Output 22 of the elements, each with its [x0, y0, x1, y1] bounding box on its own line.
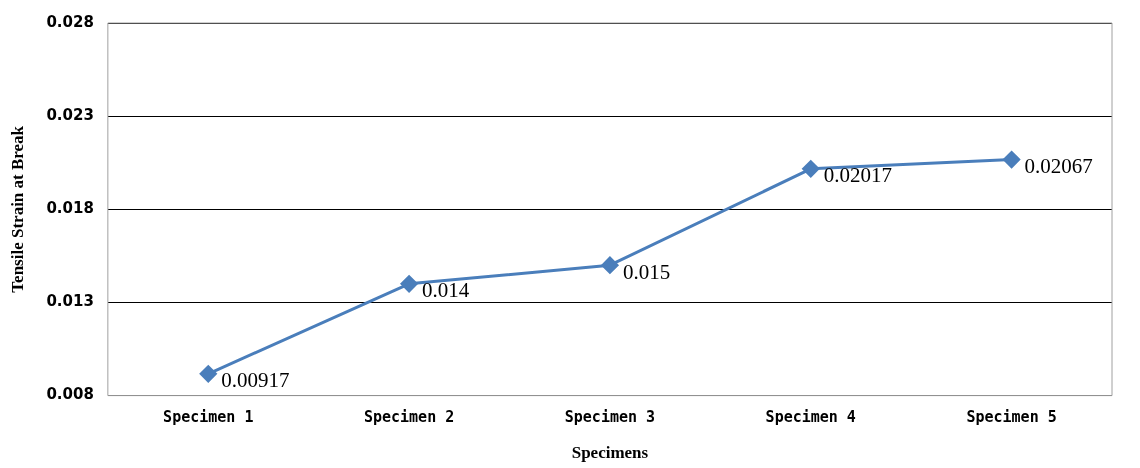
point — [400, 275, 418, 293]
point — [1003, 151, 1021, 169]
point — [601, 256, 619, 274]
data-label: 0.015 — [622, 259, 671, 284]
y-tick-label: 0.023 — [46, 106, 94, 125]
point — [802, 160, 820, 178]
x-axis-title: Specimens — [571, 443, 649, 463]
data-label: 0.00917 — [221, 368, 290, 393]
x-tick-label: Specimen 2 — [363, 408, 455, 427]
y-axis-title: Tensile Strain at Break — [7, 125, 27, 293]
data-label: 0.02067 — [1024, 154, 1093, 179]
x-tick-label: Specimen 1 — [163, 408, 254, 427]
y-tick-label: 0.018 — [46, 199, 94, 218]
data-label: 0.02017 — [823, 163, 892, 188]
y-tick-label: 0.028 — [46, 12, 94, 31]
data-label: 0.014 — [422, 278, 470, 303]
point — [199, 365, 217, 383]
y-tick-label: 0.013 — [46, 292, 94, 311]
y-tick-label: 0.008 — [46, 385, 94, 404]
x-tick-label: Specimen 4 — [765, 408, 856, 427]
x-tick-label: Specimen 3 — [564, 408, 656, 427]
x-tick-label: Specimen 5 — [966, 408, 1057, 427]
